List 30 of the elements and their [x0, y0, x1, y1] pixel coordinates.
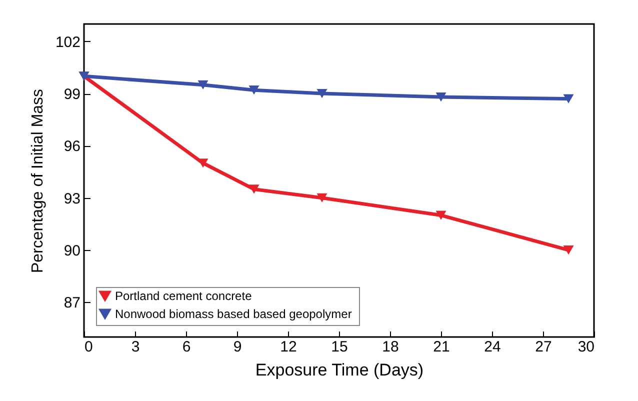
x-tick-label: 30: [578, 338, 594, 356]
x-tick-label: 12: [280, 338, 297, 356]
x-tick-label: 6: [182, 338, 191, 356]
point: [198, 80, 208, 90]
x-tick-label: 27: [535, 338, 552, 356]
legend-label: Portland cement concrete: [115, 289, 252, 303]
x-tick-label: 9: [233, 338, 242, 356]
y-tick-label: 102: [55, 34, 80, 51]
y-tick-label: 96: [64, 138, 80, 156]
y-tick-label: 90: [64, 242, 80, 260]
point: [248, 86, 260, 95]
y-tick-label: 87: [64, 294, 80, 312]
point: [436, 92, 446, 102]
y-tick-label: 99: [64, 86, 80, 104]
point: [563, 246, 574, 255]
point: [316, 89, 328, 98]
y-axis-title: Percentage of Initial Mass: [29, 88, 46, 274]
point: [436, 210, 446, 220]
x-tick-label: 3: [131, 338, 140, 356]
x-axis-title: Exposure Time (Days): [255, 360, 424, 380]
x-tick-label: 0: [84, 338, 93, 356]
y-tick-label: 93: [64, 190, 80, 208]
point: [316, 193, 328, 202]
x-tick-label: 21: [433, 338, 450, 356]
x-tick-label: 15: [331, 338, 348, 356]
x-tick-label: 18: [382, 338, 399, 356]
legend-label: Nonwood biomass based based geopolymer: [115, 307, 352, 321]
point: [248, 184, 260, 194]
point: [563, 94, 574, 104]
x-tick-label: 24: [484, 338, 501, 356]
